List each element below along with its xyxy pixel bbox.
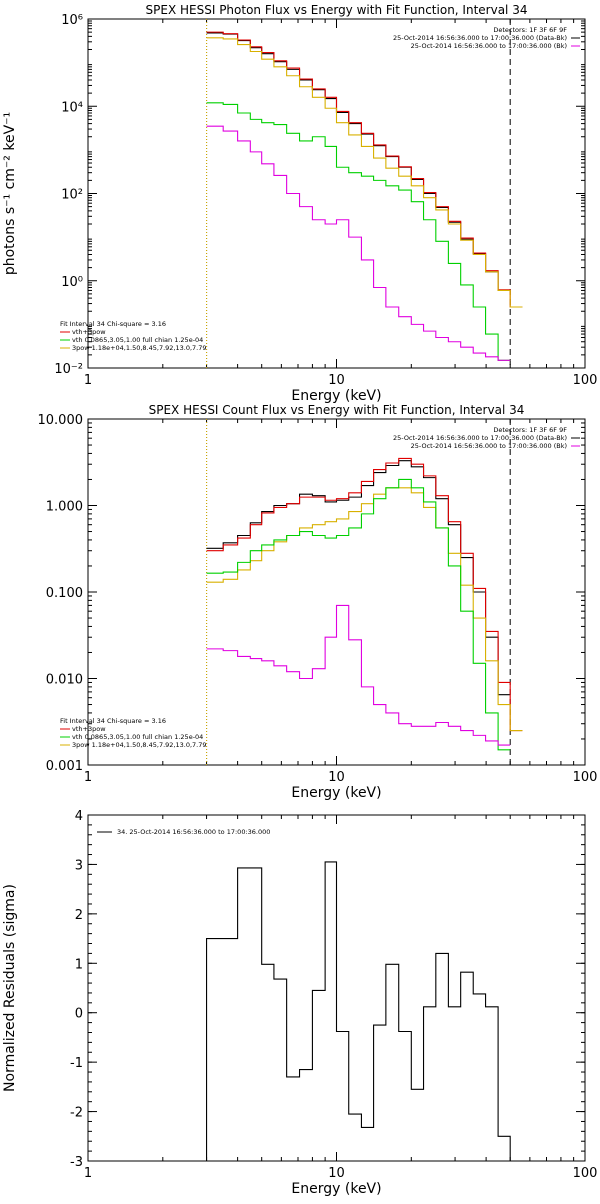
legend-bottom-text: Fit Interval 34 Chi-square = 3.16 (60, 320, 166, 328)
y-tick-label: 10⁶ (61, 13, 83, 28)
series-line-4 (206, 102, 511, 361)
y-tick-label: 10⁰ (61, 275, 83, 290)
y-tick-label: 4 (75, 809, 83, 824)
x-axis-label: Energy (keV) (291, 1181, 381, 1197)
legend-top-text: Detectors: 1F 3F 6F 9F (493, 26, 567, 34)
y-tick-label: 10.000 (38, 413, 84, 428)
series-line-2 (206, 457, 523, 732)
y-tick-label: 10² (61, 188, 83, 203)
chart-panel-3: 1 10 100 Energy (keV) -3 -2 -1 0 1 2 3 4 Normalized … (2, 809, 597, 1197)
legend-top-text: Detectors: 1F 3F 6F 9F (493, 426, 567, 434)
chart-title: SPEX HESSI Count Flux vs Energy with Fit… (149, 403, 525, 417)
legend-bottom-text: 3pow 1.18e+04,1.50,8.45,7.92,13.0,7.79 (72, 344, 207, 352)
y-tick-label: 1.000 (46, 500, 83, 515)
x-tick-label: 100 (573, 1166, 598, 1181)
legend-top-text: 25-Oct-2014 16:56:36.000 to 17:00:36.000… (411, 442, 567, 450)
x-tick-label: 100 (573, 770, 598, 785)
x-axis-label: Energy (keV) (291, 388, 381, 404)
legend-top-text: 25-Oct-2014 16:56:36.000 to 17:00:36.000… (411, 42, 567, 50)
y-axis-label: Normalized Residuals (sigma) (2, 884, 18, 1092)
legend-bottom-text: Fit Interval 34 Chi-square = 3.16 (60, 717, 166, 725)
chart-panel-1: SPEX HESSI Photon Flux vs Energy with Fi… (2, 3, 597, 404)
y-tick-label: 3 (75, 858, 83, 873)
legend-bottom-text: vth+3pow (72, 328, 106, 336)
y-tick-label: 0.100 (46, 586, 83, 601)
series-line-1 (206, 460, 511, 696)
y-tick-label: 0 (75, 1007, 83, 1022)
x-tick-label: 10 (328, 373, 345, 388)
legend-bottom-text: vth 0.0865,3.05,1.00 full chian 1.25e-04 (72, 733, 203, 741)
y-axis-label: photons s⁻¹ cm⁻² keV⁻¹ (2, 112, 18, 275)
y-tick-label: -2 (70, 1106, 83, 1121)
legend-top-text: 34. 25-Oct-2014 16:56:36.000 to 17:00:36… (117, 828, 270, 836)
y-tick-label: 2 (75, 908, 83, 923)
series-line-1 (206, 861, 511, 1161)
x-tick-label: 1 (84, 373, 92, 388)
x-tick-label: 1 (84, 1166, 92, 1181)
x-tick-label: 10 (328, 1166, 345, 1181)
y-tick-label: 0.001 (46, 759, 83, 774)
y-tick-label: 10⁴ (61, 100, 83, 115)
series-line-1 (206, 32, 511, 291)
legend-top-text: 25-Oct-2014 16:56:36.000 to 17:00:36.000… (393, 34, 567, 42)
x-tick-label: 100 (573, 373, 598, 388)
chart-panel-2: SPEX HESSI Count Flux vs Energy with Fit… (38, 403, 598, 801)
legend-top-text: 25-Oct-2014 16:56:36.000 to 17:00:36.000… (393, 434, 567, 442)
series-line-3 (206, 37, 523, 308)
y-tick-label: -1 (70, 1056, 83, 1071)
legend-bottom-text: vth+3pow (72, 725, 106, 733)
y-tick-label: 1 (75, 957, 83, 972)
series-line-5 (206, 604, 511, 746)
x-axis-label: Energy (keV) (291, 785, 381, 801)
series-line-5 (206, 125, 511, 361)
series-line-4 (206, 478, 511, 751)
legend-bottom-text: vth 0.0865,3.05,1.00 full chian 1.25e-04 (72, 336, 203, 344)
y-tick-label: -3 (70, 1155, 83, 1170)
x-tick-label: 10 (328, 770, 345, 785)
y-tick-label: 10⁻² (54, 362, 83, 377)
y-tick-label: 0.010 (46, 673, 83, 688)
x-tick-label: 1 (84, 770, 92, 785)
legend-bottom-text: 3pow 1.18e+04,1.50,8.45,7.92,13.0,7.79 (72, 741, 207, 749)
chart-title: SPEX HESSI Photon Flux vs Energy with Fi… (146, 3, 528, 17)
series-line-2 (206, 31, 523, 308)
